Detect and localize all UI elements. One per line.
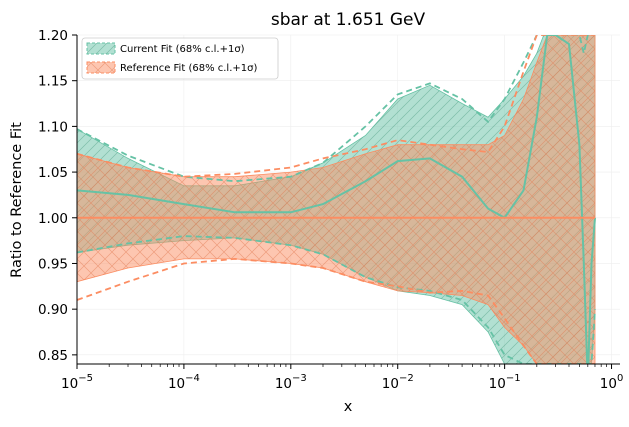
- x-axis-title: x: [344, 399, 353, 415]
- dashed-upper-reference: [77, 35, 595, 178]
- chart-title: sbar at 1.651 GeV: [271, 10, 426, 30]
- x-tick-label: 10−4: [168, 373, 200, 392]
- x-tick-base: 10: [168, 376, 185, 392]
- x-tick-base: 10: [275, 376, 292, 392]
- legend: Current Fit (68% c.l.+1σ) Reference Fit …: [81, 37, 279, 80]
- y-axis-title: Ratio to Reference Fit: [9, 122, 25, 278]
- ticks: 10−5 10−4 10−3 10−2 10−1 1000.850.900.951.001…: [38, 28, 623, 392]
- x-tick-exponent: −2: [399, 373, 414, 384]
- x-tick-label: 10−1: [489, 373, 521, 392]
- legend-label-reference: Reference Fit (68% c.l.+1σ): [120, 63, 257, 74]
- x-tick-label: 10−3: [275, 373, 307, 392]
- y-tick-label: 0.95: [38, 256, 68, 272]
- y-tick-label: 1.15: [38, 74, 68, 90]
- y-tick-label: 0.85: [38, 348, 68, 364]
- central-line-current: [77, 35, 596, 364]
- x-tick-base: 10: [489, 376, 506, 392]
- x-tick-exponent: −3: [292, 373, 307, 384]
- y-tick-label: 1.10: [38, 119, 68, 135]
- plot-series: [77, 35, 596, 364]
- x-tick-base: 10: [61, 376, 78, 392]
- y-tick-label: 1.05: [38, 165, 68, 181]
- legend-hatch-reference: [87, 62, 115, 73]
- x-tick-base: 10: [600, 376, 617, 392]
- dashed-lower-reference: [77, 257, 595, 364]
- y-tick-label: 1.20: [38, 28, 68, 44]
- x-tick-exponent: −1: [506, 373, 521, 384]
- y-tick-label: 1.00: [38, 211, 68, 227]
- x-tick-exponent: −4: [185, 373, 200, 384]
- legend-frame: [81, 37, 279, 80]
- dashed-lower-current: [77, 235, 596, 364]
- x-tick-base: 10: [382, 376, 399, 392]
- x-tick-label: 10−2: [382, 373, 414, 392]
- x-tick-label: 10−5: [61, 373, 93, 392]
- band-hatch-reference: [77, 35, 595, 364]
- x-tick-exponent: 0: [617, 373, 623, 384]
- legend-label-current: Current Fit (68% c.l.+1σ): [120, 44, 245, 55]
- x-tick-label: 100: [600, 373, 624, 392]
- x-tick-exponent: −5: [78, 373, 93, 384]
- y-tick-label: 0.90: [38, 302, 68, 318]
- legend-hatch-current: [87, 43, 115, 54]
